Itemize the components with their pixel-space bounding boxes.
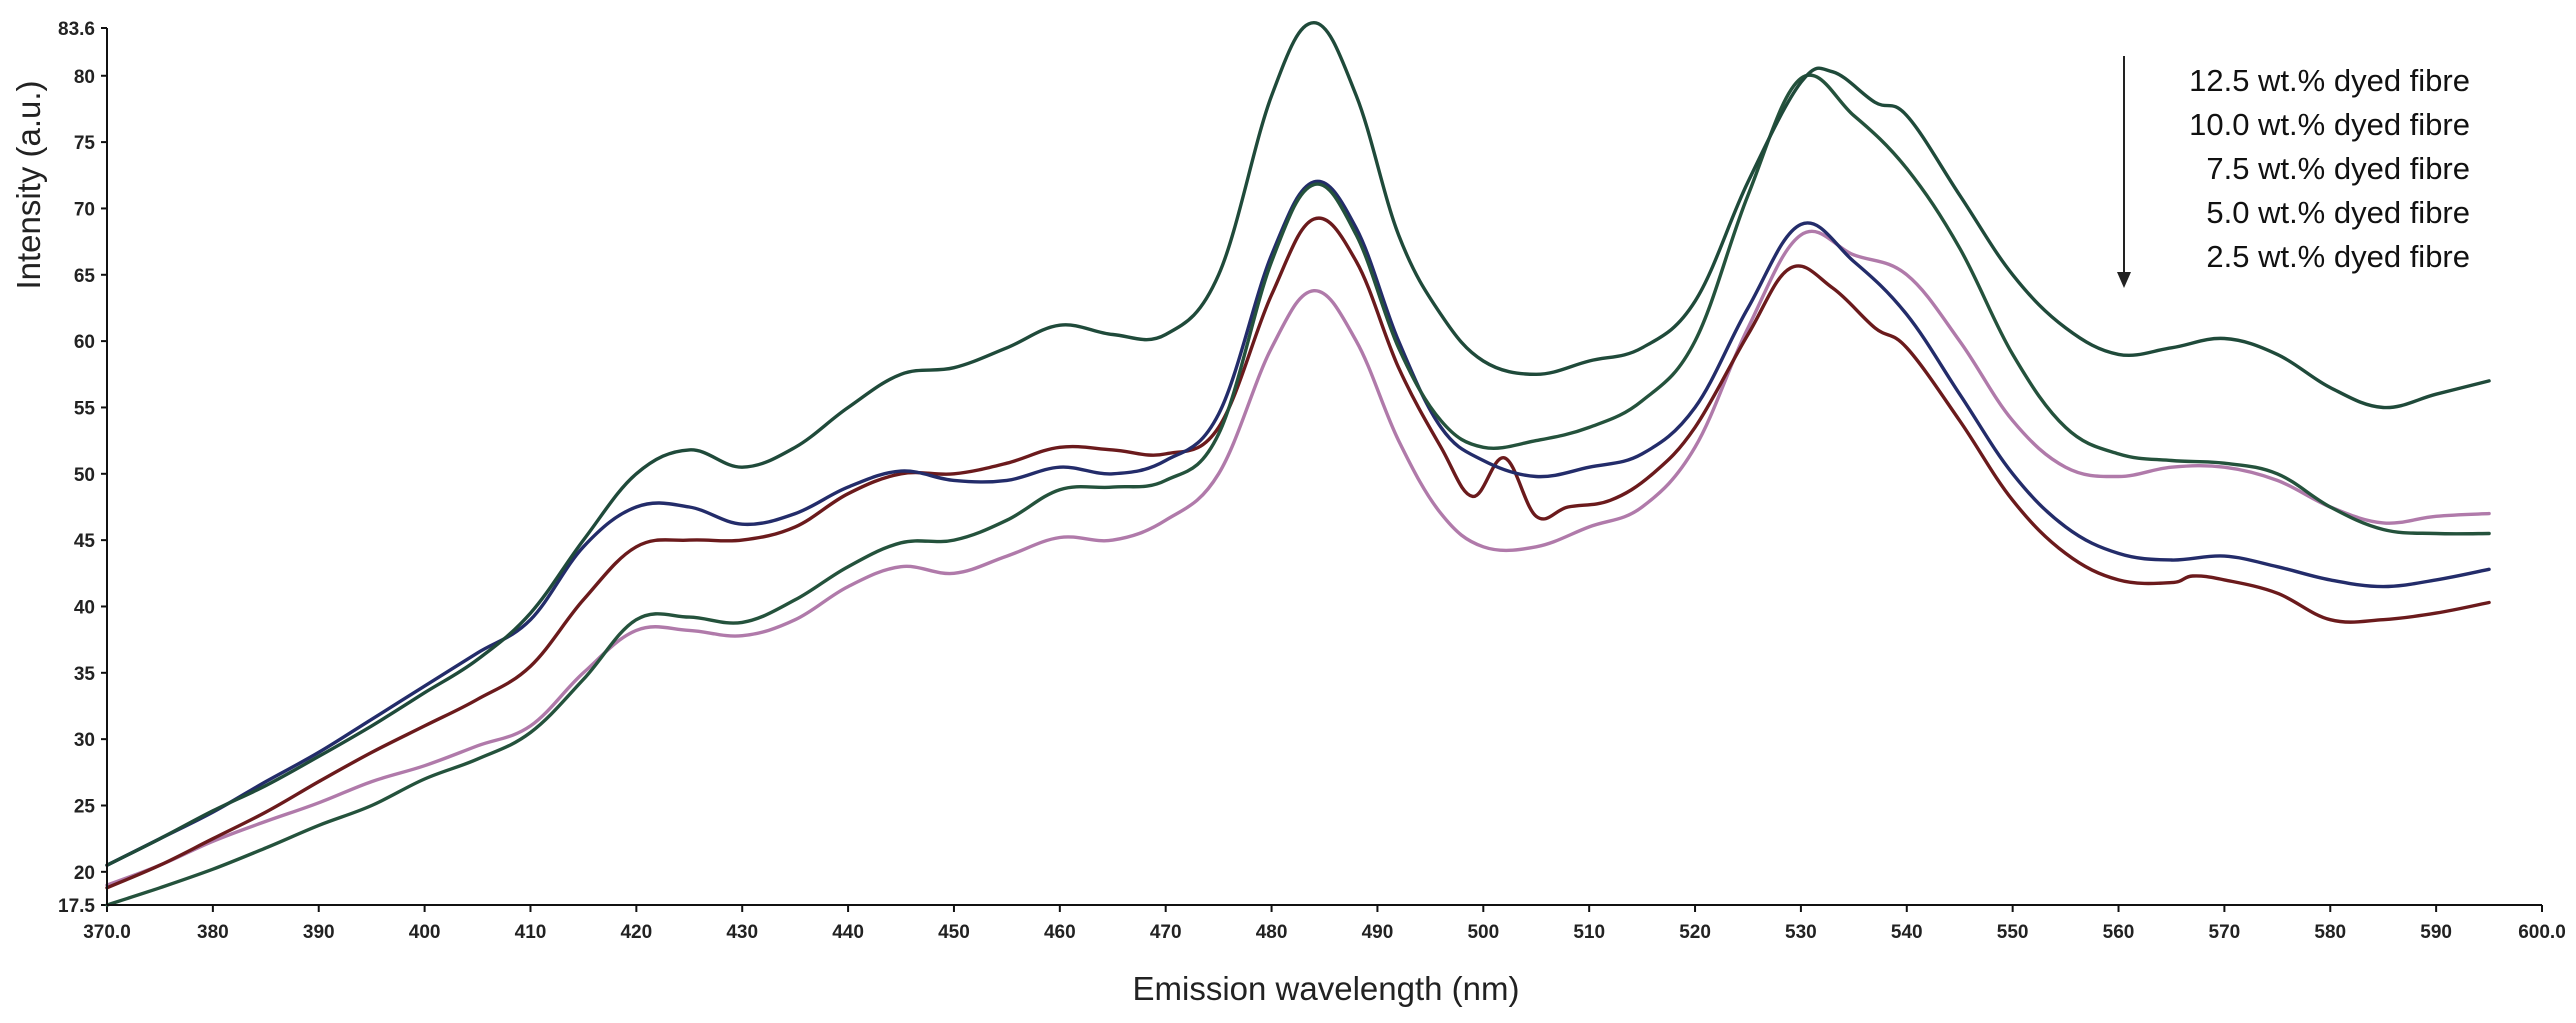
legend: 12.5 wt.% dyed fibre 10.0 wt.% dyed fibr…: [2117, 56, 2470, 288]
x-tick-label: 370.0: [83, 922, 131, 943]
series-line-7-5-wt-dyed-fibre: [105, 179, 2491, 867]
series-line-12-5-wt-dyed-fibre: [105, 21, 2491, 867]
x-tick-label: 510: [1573, 922, 1605, 943]
x-tick-label: 550: [1997, 922, 2029, 943]
y-tick-label: 45: [74, 531, 96, 552]
y-tick-label: 70: [74, 199, 95, 220]
series-line-2-5-wt-dyed-fibre: [105, 229, 2491, 887]
x-axis-title: Emission wavelength (nm): [1133, 970, 1520, 1007]
legend-entry-5: 2.5 wt.% dyed fibre: [2206, 239, 2470, 274]
y-tick-label: 50: [74, 465, 95, 486]
y-tick-label: 20: [74, 863, 95, 884]
x-tick-label: 500: [1467, 922, 1499, 943]
y-tick-label: 30: [74, 730, 95, 751]
y-tick-label: 40: [74, 597, 95, 618]
y-tick-label: 83.6: [58, 19, 95, 40]
x-tick-label: 380: [197, 922, 229, 943]
series-line-10-0-wt-dyed-fibre: [105, 73, 2491, 907]
x-tick-label: 520: [1679, 922, 1711, 943]
y-axis-ticks: 17.5 20 25 30 35 40 45 50 55 60 65 70 75 80 83.6: [58, 19, 107, 917]
x-tick-label: 540: [1891, 922, 1923, 943]
x-tick-label: 420: [620, 922, 652, 943]
x-tick-label: 440: [832, 922, 864, 943]
x-tick-label: 560: [2103, 922, 2135, 943]
x-tick-label: 460: [1044, 922, 1076, 943]
legend-entry-2: 10.0 wt.% dyed fibre: [2189, 107, 2470, 142]
x-tick-label: 590: [2420, 922, 2452, 943]
series-layer: [105, 21, 2491, 907]
x-tick-label: 530: [1785, 922, 1817, 943]
y-tick-label: 60: [74, 332, 95, 353]
y-tick-label: 25: [74, 796, 96, 817]
x-tick-label: 490: [1362, 922, 1394, 943]
y-tick-label: 55: [74, 398, 96, 419]
legend-entry-1: 12.5 wt.% dyed fibre: [2189, 63, 2470, 98]
y-tick-label: 35: [74, 664, 96, 685]
x-tick-label: 580: [2314, 922, 2346, 943]
legend-entry-3: 7.5 wt.% dyed fibre: [2206, 151, 2470, 186]
x-tick-label: 390: [303, 922, 335, 943]
y-tick-label: 65: [74, 266, 96, 287]
x-tick-label: 480: [1256, 922, 1288, 943]
x-tick-label: 450: [938, 922, 970, 943]
y-tick-label: 17.5: [58, 896, 95, 917]
x-axis-ticks: 370.0 380 390 400 410 420 430 440 450 460 470 480 49…: [83, 905, 2566, 943]
x-tick-label: 400: [409, 922, 441, 943]
x-tick-label: 470: [1150, 922, 1182, 943]
x-tick-label: 410: [515, 922, 547, 943]
x-tick-label: 570: [2209, 922, 2241, 943]
y-tick-label: 80: [74, 67, 95, 88]
legend-arrow-head-icon: [2117, 272, 2131, 288]
y-axis-title: Intensity (a.u.): [10, 80, 47, 289]
x-tick-label: 430: [726, 922, 758, 943]
legend-entry-4: 5.0 wt.% dyed fibre: [2206, 195, 2470, 230]
x-tick-label: 600.0: [2518, 922, 2566, 943]
series-line-5-0-wt-dyed-fibre: [105, 216, 2491, 890]
y-tick-label: 75: [74, 133, 96, 154]
